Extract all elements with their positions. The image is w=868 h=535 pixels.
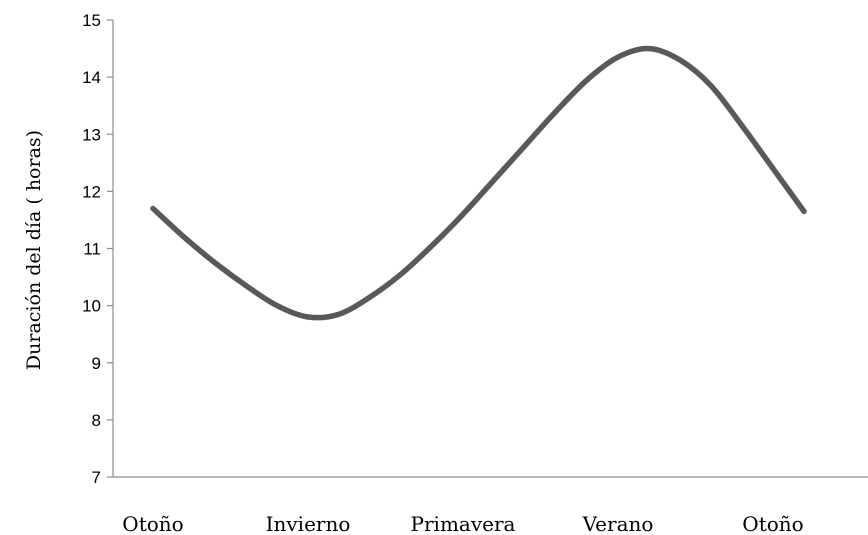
y-axis-label: Duración del día ( horas) [23, 130, 45, 370]
y-tick-label: 9 [92, 354, 101, 373]
x-tick-label: Otoño [122, 512, 183, 535]
y-tick-label: 10 [82, 297, 101, 316]
y-tick-label: 13 [82, 125, 101, 144]
x-axis: Otoño Invierno Primavera Verano Otoño [113, 476, 868, 535]
y-tick-label: 8 [92, 411, 101, 430]
series-line [150, 45, 807, 321]
x-tick-label: Otoño [742, 512, 803, 535]
y-tick-label: 11 [83, 240, 101, 259]
y-tick-label: 15 [82, 11, 101, 30]
x-tick-label: Verano [582, 512, 654, 535]
y-axis: 7 8 9 10 11 12 13 14 15 [82, 11, 114, 487]
y-tick-label: 14 [82, 68, 101, 87]
y-tick-label: 12 [82, 182, 101, 201]
series-group [150, 45, 807, 321]
y-tick-label: 7 [92, 468, 101, 487]
x-tick-label: Invierno [266, 512, 351, 535]
x-tick-label: Primavera [411, 512, 516, 535]
